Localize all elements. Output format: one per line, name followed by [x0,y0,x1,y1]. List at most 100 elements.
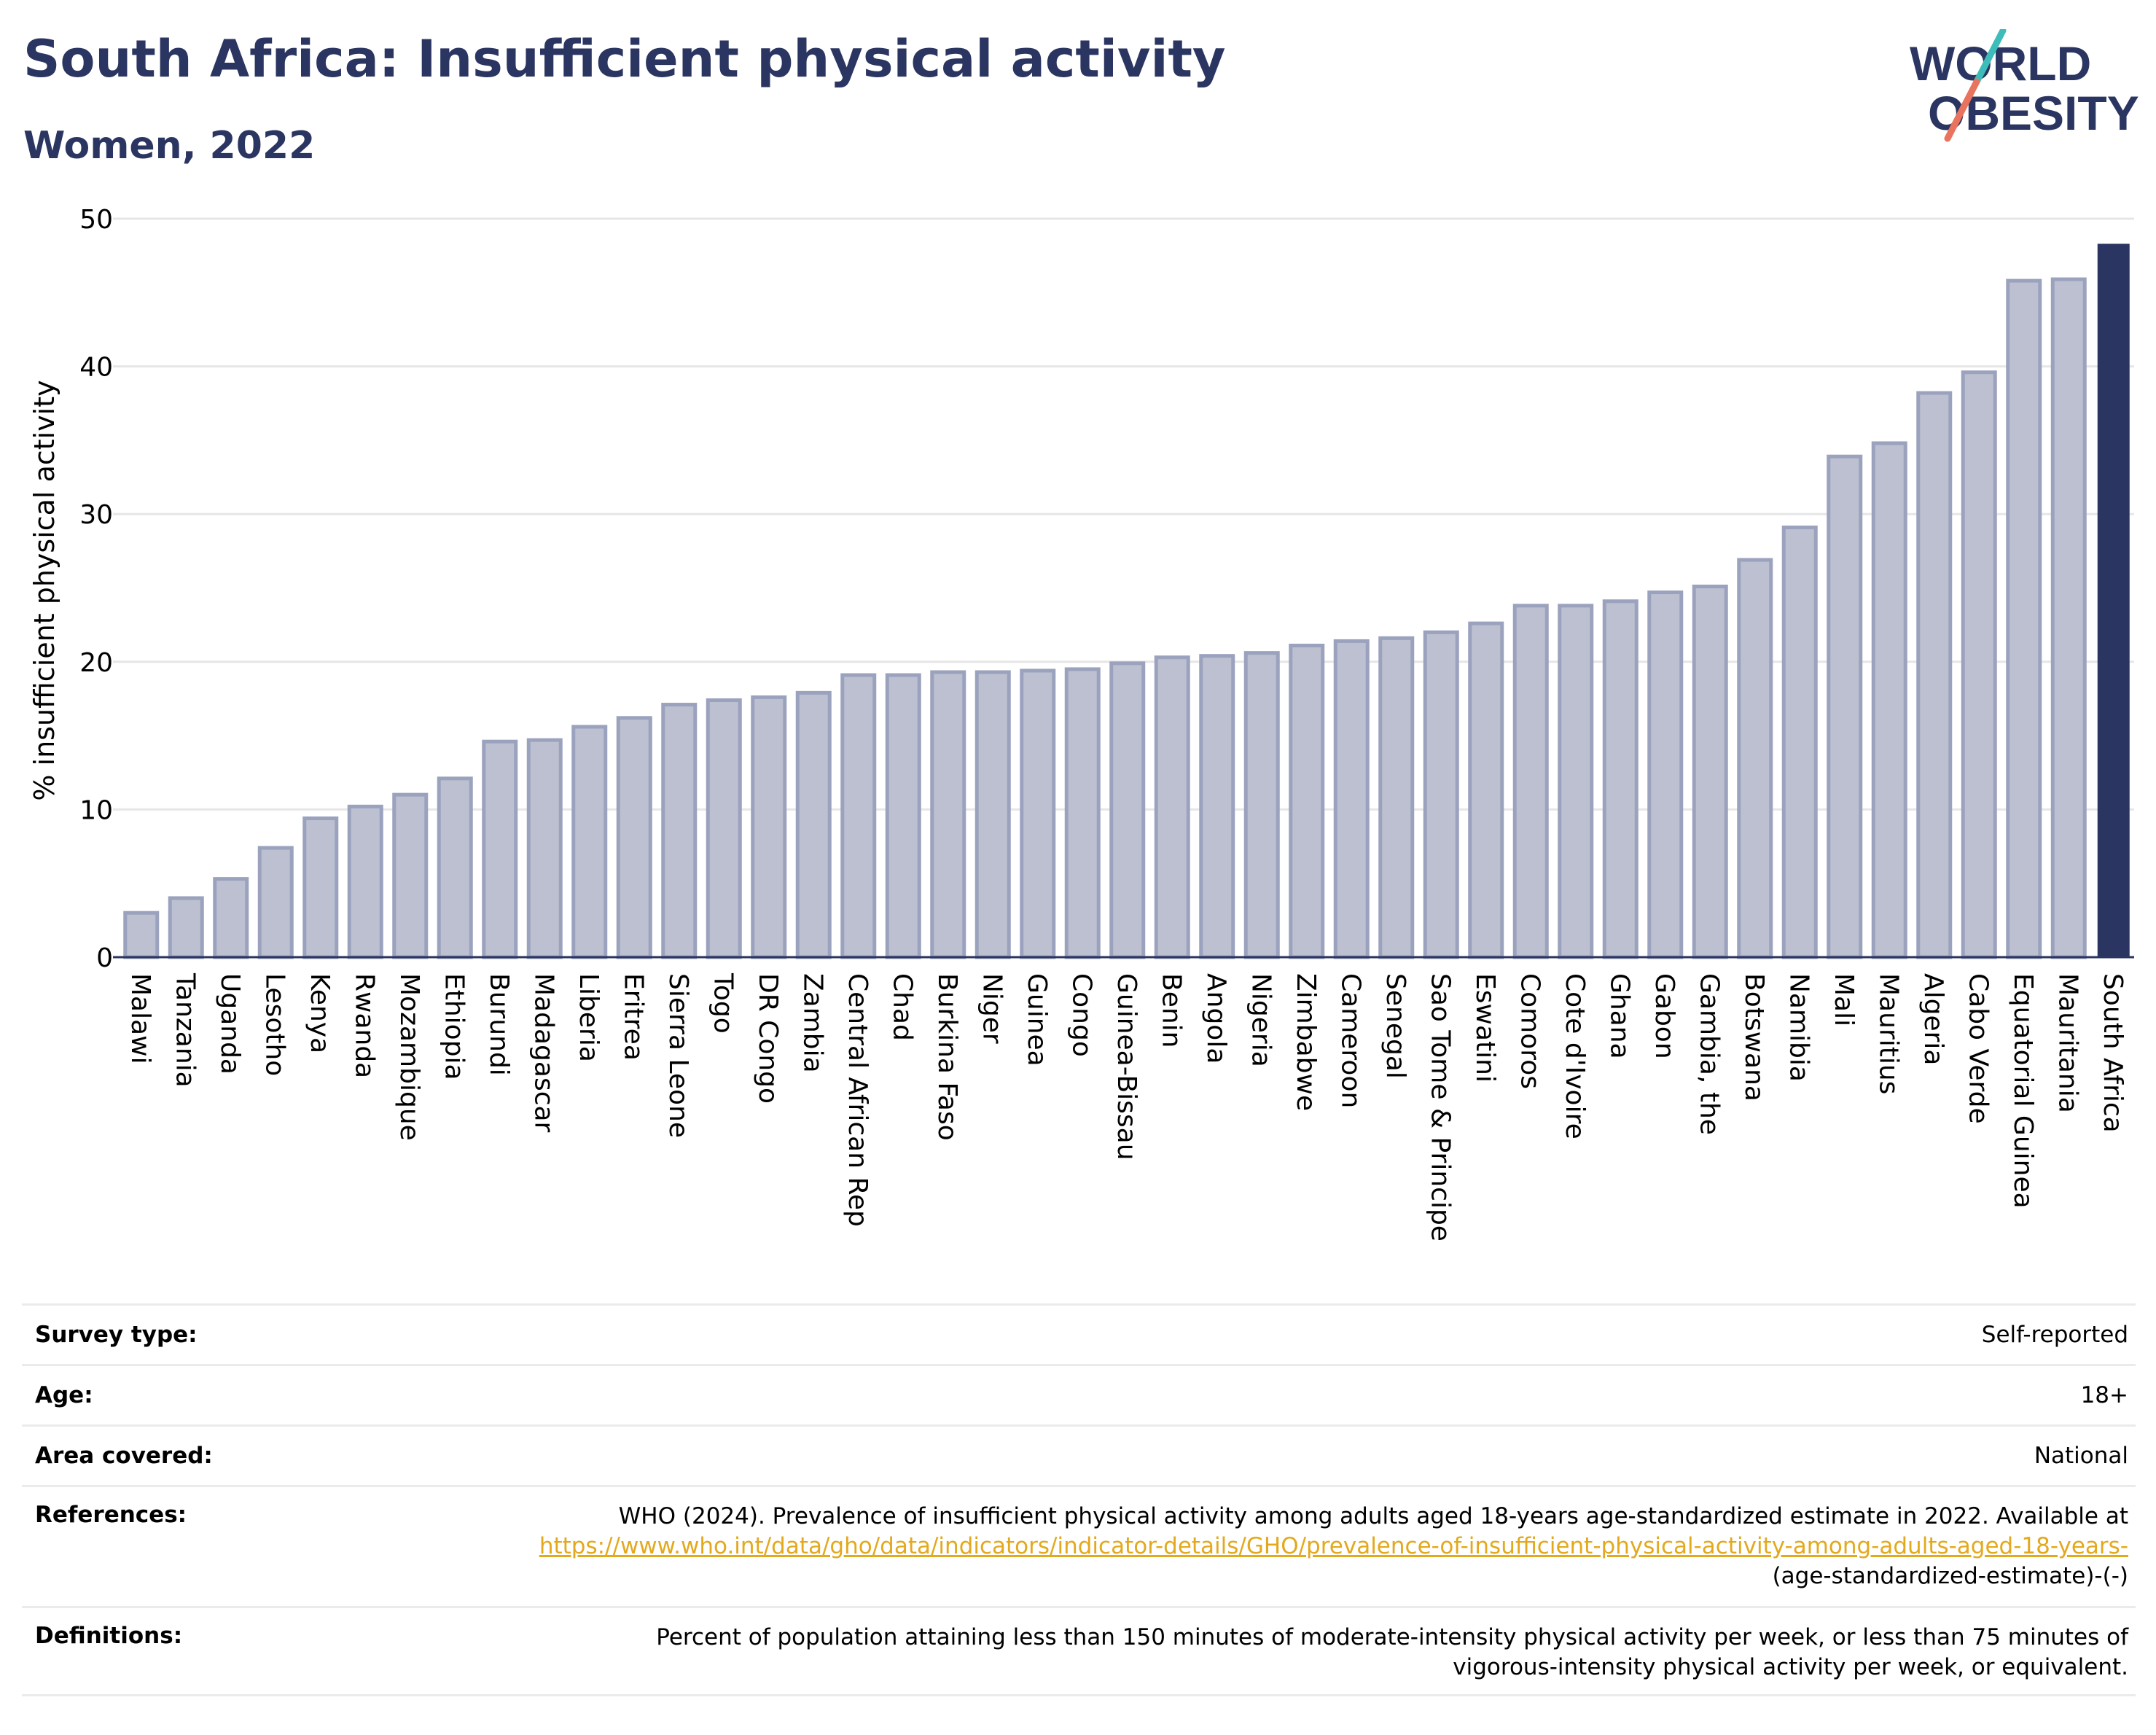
bar-togo [706,698,742,959]
x-tick-label: Eswatini [1470,973,1500,1083]
age-value: 18+ [2080,1381,2128,1408]
x-tick-label: Namibia [1784,973,1813,1082]
x-tick-label: Senegal [1380,973,1410,1079]
bar-uganda [213,877,249,959]
x-tick-label: Cote d'Ivoire [1560,973,1590,1139]
x-tick-label: Madagascar [528,973,558,1133]
x-tick-label: Mauritania [2053,973,2082,1113]
bar-gambia-the [1692,584,1728,959]
age-label: Age: [35,1382,93,1408]
axes: 0 10 20 30 40 50 Malawi Tanzania Uganda Lesotho Ke… [79,205,2134,1241]
logo-slash-coral [1944,78,1980,142]
y-tick-label: 30 [79,500,113,530]
bar-eswatini [1468,621,1504,959]
x-tick-label: Eritrea [618,973,648,1061]
x-tick-label: South Africa [2098,973,2128,1133]
x-tick-label: Mauritius [1873,973,1903,1094]
references-link[interactable]: https://www.who.int/data/gho/data/indica… [539,1533,2128,1559]
bar-mali [1827,454,1863,959]
bar-guinea-bissau [1109,661,1146,959]
y-tick-label: 10 [79,795,113,825]
bar-kenya [302,816,339,959]
bar-mozambique [392,792,429,959]
bar-south-africa [2097,243,2130,957]
bar-cameroon [1333,639,1370,959]
x-tick-label: Gambia, the [1694,973,1724,1135]
x-tick-label: Algeria [1918,973,1948,1066]
bar-mauritania [2050,277,2087,959]
bar-liberia [571,725,608,959]
bar-madagascar [526,738,563,959]
x-tick-label: DR Congo [753,973,783,1104]
bar-senegal [1378,636,1415,959]
x-tick-label: Mozambique [394,973,424,1141]
bar-gabon [1647,590,1684,959]
x-tick-label: Kenya [305,973,335,1053]
bar-burkina-faso [930,670,966,959]
x-tick-label: Burkina Faso [932,973,962,1141]
x-tick-label: Congo [1066,973,1096,1057]
definitions-row: Definitions: Percent of population attai… [22,1606,2136,1696]
bar-ghana [1602,599,1639,959]
x-tick-label: Sierra Leone [663,973,693,1138]
x-tick-label: Botswana [1739,973,1769,1102]
definitions-label: Definitions: [35,1623,183,1649]
bar-zambia [795,690,832,959]
chart-title: South Africa: Insufficient physical acti… [23,29,1226,89]
x-tick-label: Guinea [1022,973,1052,1067]
x-tick-label: Guinea-Bissau [1112,973,1141,1161]
survey-type-row: Survey type: Self-reported [22,1303,2136,1364]
x-tick-label: Togo [708,972,738,1034]
bar-lesotho [257,846,294,959]
bar-niger [975,670,1011,959]
references-label: References: [35,1502,187,1528]
x-tick-label: Cameroon [1335,973,1365,1108]
bar-nigeria [1243,651,1280,959]
bar-sierra-leone [661,703,698,959]
bar-dr-congo [751,695,787,959]
references-suffix: (age-standardized-estimate)-(-) [1772,1563,2128,1589]
x-tick-label: Chad [887,973,917,1041]
x-tick-label: Gabon [1649,973,1679,1059]
y-tick-label: 20 [79,648,113,678]
x-tick-label: Angola [1201,973,1231,1064]
bar-algeria [1916,391,1953,959]
chart-subtitle: Women, 2022 [23,124,316,168]
x-tick-label: Rwanda [349,973,379,1078]
x-tick-label: Sao Tome & Principe [1425,973,1455,1241]
world-obesity-logo: WORLD OBESITY [1910,29,2139,142]
bar-eritrea [616,716,652,959]
bar-angola [1199,654,1235,959]
x-tick-label: Zimbabwe [1291,973,1321,1111]
bar-chad [885,673,921,959]
definitions-value: Percent of population attaining less tha… [656,1624,2128,1680]
x-tick-label: Mali [1829,973,1859,1026]
bar-benin [1154,655,1190,959]
area-row: Area covered: National [22,1424,2136,1485]
bar-rwanda [347,804,383,959]
bar-mauritius [1871,441,1907,959]
x-tick-label: Cabo Verde [1963,973,1993,1124]
x-tick-label: Lesotho [259,973,289,1076]
x-tick-label: Burundi [484,973,514,1076]
bar-central-african-rep [840,673,877,959]
bar-namibia [1781,525,1818,959]
age-row: Age: 18+ [22,1364,2136,1424]
x-tick-label: Central African Rep [843,973,872,1227]
y-tick-label: 0 [96,943,113,973]
references-value: WHO (2024). Prevalence of insufficient p… [525,1502,2136,1591]
bar-cabo-verde [1961,370,1997,959]
x-tick-label: Comoros [1515,973,1544,1089]
bar-burundi [482,739,518,959]
x-tick-label: Liberia [574,973,604,1062]
bar-sao-tome-principe [1423,630,1459,959]
bar-ethiopia [437,776,473,959]
references-text: WHO (2024). Prevalence of insufficient p… [618,1503,2128,1529]
y-tick-label: 40 [79,353,113,383]
bar-equatorial-guinea [2006,278,2042,959]
bar-botswana [1737,558,1773,959]
references-row: References: WHO (2024). Prevalence of in… [22,1485,2136,1606]
area-value: National [2034,1442,2128,1469]
x-tick-label: Tanzania [170,972,200,1088]
area-label: Area covered: [35,1443,213,1469]
